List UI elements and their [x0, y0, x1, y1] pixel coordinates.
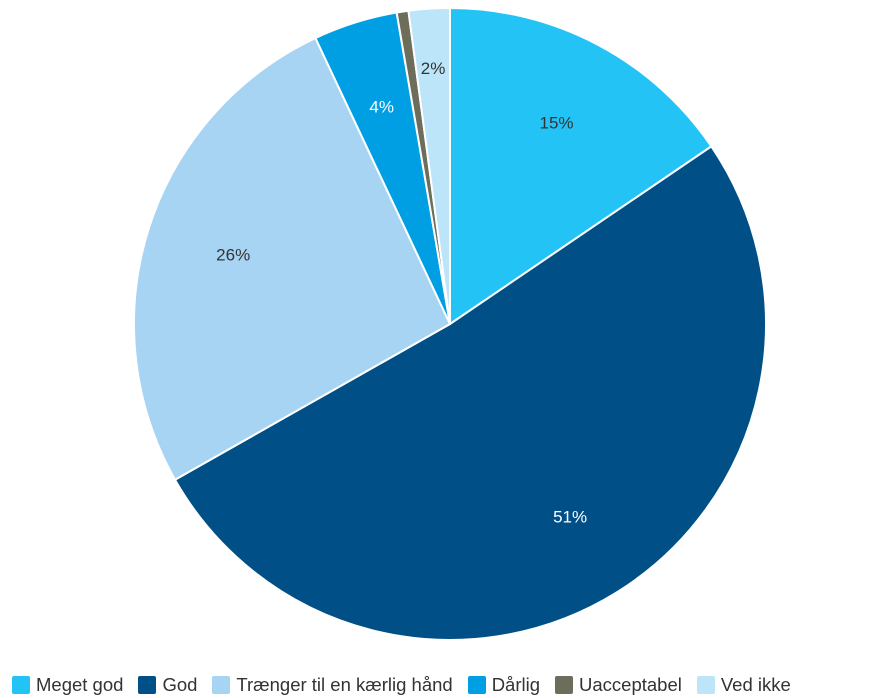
slice-label-darlig: 4% — [369, 98, 394, 117]
legend-swatch — [138, 676, 157, 694]
legend-label: Dårlig — [491, 674, 541, 695]
legend-item-ved-ikke[interactable]: Ved ikke — [696, 674, 791, 696]
pie-slice-ved-ikke — [407, 7, 451, 325]
legend-swatch — [696, 676, 715, 694]
legend-label: Trænger til en kærlig hånd — [236, 674, 453, 695]
legend-item-darlig[interactable]: Dårlig — [467, 674, 541, 696]
legend-swatch — [555, 676, 574, 694]
slice-label-ved-ikke: 2% — [421, 59, 446, 78]
pie-slice-meget-god — [449, 7, 713, 325]
pie-slice-god — [174, 145, 767, 641]
slice-label-meget-god: 15% — [539, 113, 573, 132]
legend-label: Uacceptabel — [579, 674, 682, 695]
legend-swatch — [467, 676, 486, 694]
legend-item-traenger-til-en-kaerlig-hand[interactable]: Trænger til en kærlig hånd — [212, 674, 453, 696]
legend-label: Meget god — [36, 674, 124, 695]
legend-swatch — [12, 676, 30, 694]
slice-label-traenger-til-en-kaerlig-hand: 26% — [216, 246, 250, 265]
legend-swatch — [212, 676, 231, 694]
pie-slices — [133, 7, 767, 641]
pie-slice-traenger-til-en-kaerlig-hand — [133, 37, 451, 481]
legend-item-god[interactable]: God — [138, 674, 197, 696]
legend-label: God — [162, 674, 198, 695]
slice-label-god: 51% — [553, 508, 587, 527]
legend-item-uacceptabel[interactable]: Uacceptabel — [555, 674, 682, 696]
legend-label: Ved ikke — [720, 674, 791, 695]
pie-labels: 15% 51% 26% 4% 2% — [216, 59, 587, 527]
chart-legend: Meget god God Trænger til en kærlig hånd Då… — [12, 672, 791, 698]
legend-item-meget-god[interactable]: Meget god — [12, 674, 123, 696]
